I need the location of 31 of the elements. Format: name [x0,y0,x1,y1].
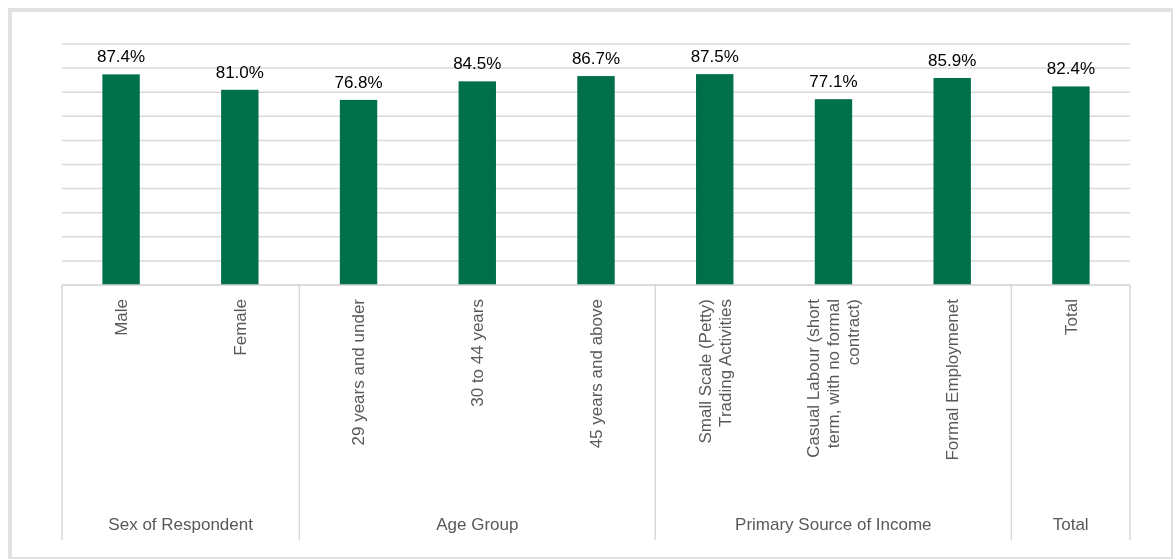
data-label: 76.8% [334,72,383,92]
data-label: 86.7% [571,49,621,69]
data-label: 87.5% [690,47,739,67]
x-tick-label: Female [230,299,250,356]
bar [102,74,140,285]
bar [339,99,378,285]
text: Age Group [436,515,519,534]
bar [933,77,971,285]
data-label: 82.4% [1046,59,1096,79]
x-tick-label: Casual Labour (short term, with no formal contract) [804,298,864,458]
bar [221,89,259,285]
bar [1052,86,1090,285]
x-tick-label: 45 years and above [586,299,606,449]
bar [696,74,734,285]
bar [814,99,853,285]
x-tick-label: 30 to 44 years [468,299,488,407]
bar [577,76,615,285]
text: Total [1052,515,1089,534]
x-tick-label: 29 years and under [349,298,369,446]
x-tick-label: Total [1061,299,1081,335]
data-label: 84.5% [453,54,502,74]
data-label: 77.1% [809,72,858,92]
data-label: 85.9% [928,50,977,70]
data-label: 81.0% [215,62,264,82]
text: Primary Source of Income [735,515,932,534]
data-label: 87.4% [96,47,146,67]
text: Sex of Respondent [108,515,254,534]
x-tick-label: Small Scale (Petty) Trading Activities [695,299,735,444]
x-tick-label: Male [112,299,132,336]
bar [458,81,496,285]
x-tick-label: Formal Employmenet [943,298,963,461]
